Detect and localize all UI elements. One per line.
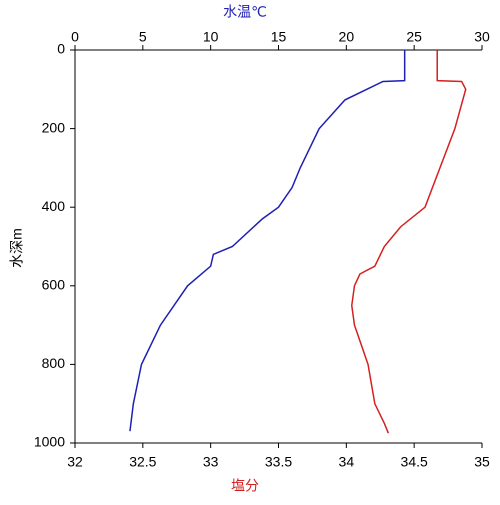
x2-tick-label: 30 xyxy=(474,29,490,45)
x-tick-label: 32 xyxy=(67,454,83,470)
x-tick-label: 34 xyxy=(339,454,355,470)
x-tick-label: 33.5 xyxy=(265,454,292,470)
y-axis-label: 水深m xyxy=(9,228,25,268)
y-tick-label: 1000 xyxy=(34,434,65,450)
x2-tick-label: 10 xyxy=(203,29,219,45)
x-tick-label: 35 xyxy=(474,454,490,470)
x2-tick-label: 5 xyxy=(139,29,147,45)
x2-tick-label: 0 xyxy=(71,29,79,45)
y-tick-label: 400 xyxy=(42,198,66,214)
x2-tick-label: 20 xyxy=(339,29,355,45)
series-line xyxy=(129,50,406,432)
y-tick-label: 200 xyxy=(42,119,66,135)
series-line xyxy=(351,50,467,434)
top-axis-label: 水温℃ xyxy=(223,4,267,20)
x-tick-label: 34.5 xyxy=(401,454,428,470)
y-tick-label: 800 xyxy=(42,355,66,371)
x2-tick-label: 15 xyxy=(271,29,287,45)
x-tick-label: 33 xyxy=(203,454,219,470)
y-tick-label: 0 xyxy=(57,41,65,57)
bottom-axis-label: 塩分 xyxy=(231,478,259,494)
x-tick-label: 32.5 xyxy=(129,454,156,470)
x2-tick-label: 25 xyxy=(406,29,422,45)
y-tick-label: 600 xyxy=(42,277,66,293)
